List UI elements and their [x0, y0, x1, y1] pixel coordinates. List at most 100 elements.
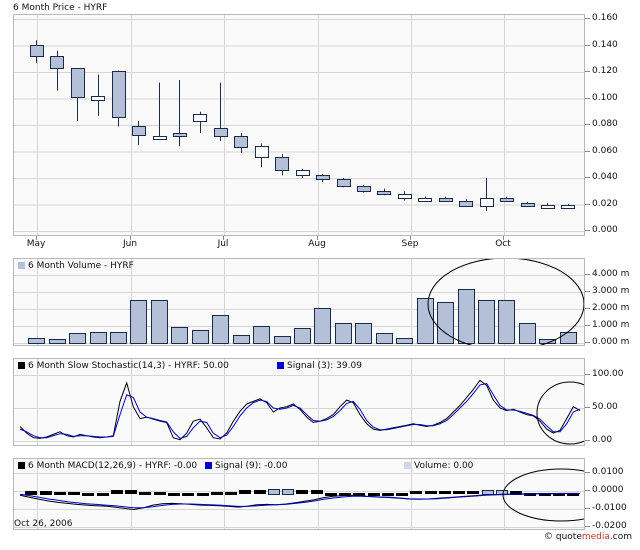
volume-bar[interactable] — [130, 300, 147, 344]
volume-bar[interactable] — [376, 333, 393, 344]
y-tick-mark — [585, 508, 590, 509]
volume-bar[interactable] — [560, 332, 577, 344]
volume-bar[interactable] — [396, 338, 413, 344]
volume-bar[interactable] — [498, 300, 515, 344]
volume-bar[interactable] — [478, 300, 495, 344]
volume-bar[interactable] — [519, 323, 536, 344]
macd-histogram-bar[interactable] — [154, 492, 166, 495]
candlestick[interactable] — [377, 188, 391, 196]
volume-bar[interactable] — [192, 330, 209, 344]
volume-bar[interactable] — [417, 298, 434, 344]
candlestick[interactable] — [316, 174, 330, 182]
macd-histogram-bar[interactable] — [254, 490, 266, 494]
macd-histogram-bar[interactable] — [197, 493, 209, 496]
volume-bar[interactable] — [49, 339, 66, 344]
macd-histogram-bar[interactable] — [482, 490, 494, 495]
macd-histogram-bar[interactable] — [225, 492, 237, 495]
candlestick[interactable] — [521, 201, 535, 207]
candlestick[interactable] — [255, 143, 269, 168]
volume-bar[interactable] — [110, 332, 127, 344]
candlestick[interactable] — [398, 191, 412, 201]
y-tick-mark — [585, 97, 590, 99]
y-tick-mark — [585, 44, 590, 46]
volume-bar[interactable] — [274, 336, 291, 344]
macd-histogram-bar[interactable] — [467, 491, 479, 494]
macd-histogram-bar[interactable] — [268, 489, 280, 495]
volume-swatch-icon — [18, 262, 25, 269]
x-tick-mark — [503, 236, 504, 240]
y-tick-label: 0.140 — [592, 39, 618, 50]
candlestick[interactable] — [71, 68, 85, 122]
stochastic-plot-area[interactable] — [13, 358, 585, 446]
y-tick-label: 0.120 — [592, 66, 618, 76]
macd-histogram-bar[interactable] — [25, 491, 37, 495]
price-plot-area[interactable] — [13, 14, 585, 236]
volume-bar[interactable] — [69, 333, 86, 344]
macd-histogram-bar[interactable] — [239, 490, 251, 494]
volume-bar[interactable] — [437, 302, 454, 344]
volume-bar[interactable] — [355, 323, 372, 344]
candlestick[interactable] — [480, 178, 494, 212]
candlestick[interactable] — [541, 203, 555, 209]
macd-histogram-bar[interactable] — [139, 492, 151, 495]
volume-bar[interactable] — [171, 327, 188, 344]
volume-bar[interactable] — [314, 308, 331, 344]
volume-plot-area[interactable] — [13, 258, 585, 346]
macd-histogram-bar[interactable] — [453, 491, 465, 494]
candlestick[interactable] — [337, 178, 351, 188]
macd-histogram-bar[interactable] — [82, 493, 94, 496]
macd-histogram-bar[interactable] — [425, 491, 437, 494]
volume-bar[interactable] — [335, 323, 352, 344]
candlestick[interactable] — [173, 79, 187, 147]
macd-histogram-bar[interactable] — [296, 490, 308, 494]
candlestick[interactable] — [296, 168, 310, 178]
volume-bar[interactable] — [28, 338, 45, 344]
candlestick[interactable] — [500, 196, 514, 202]
macd-histogram-bar[interactable] — [125, 490, 137, 494]
candlestick[interactable] — [275, 154, 289, 176]
volume-bar[interactable] — [233, 335, 250, 344]
macd-histogram-bar[interactable] — [168, 493, 180, 496]
macd-signal-legend: Signal (9): -0.00 — [205, 461, 287, 471]
macd-histogram-bar[interactable] — [211, 492, 223, 495]
macd-histogram-bar[interactable] — [40, 491, 52, 495]
candlestick[interactable] — [112, 70, 126, 127]
candlestick[interactable] — [214, 82, 228, 141]
candlestick[interactable] — [153, 82, 167, 140]
macd-histogram-bar[interactable] — [311, 490, 323, 494]
candlestick[interactable] — [50, 50, 64, 91]
macd-histogram-bar[interactable] — [382, 493, 394, 496]
macd-histogram-bar[interactable] — [396, 493, 408, 496]
x-axis-month-label: Oct — [495, 239, 511, 249]
volume-bar[interactable] — [90, 332, 107, 344]
volume-bar[interactable] — [294, 328, 311, 344]
candlestick[interactable] — [91, 74, 105, 116]
macd-histogram-bar[interactable] — [111, 490, 123, 494]
y-tick-mark — [585, 526, 590, 527]
macd-histogram-bar[interactable] — [97, 493, 109, 496]
candlestick[interactable] — [132, 121, 146, 145]
y-tick-label: 4.000 m — [592, 269, 630, 279]
candlestick[interactable] — [234, 132, 248, 153]
candlestick[interactable] — [357, 184, 371, 193]
candlestick[interactable] — [561, 203, 575, 209]
macd-plot-area[interactable] — [13, 458, 585, 530]
y-tick-mark — [585, 230, 590, 231]
volume-bar[interactable] — [253, 326, 270, 344]
volume-bar[interactable] — [458, 289, 475, 344]
macd-histogram-bar[interactable] — [325, 493, 337, 496]
macd-histogram-bar[interactable] — [282, 489, 294, 495]
macd-histogram-bar[interactable] — [182, 493, 194, 496]
candlestick[interactable] — [439, 196, 453, 202]
macd-histogram-bar[interactable] — [68, 492, 80, 495]
macd-histogram-bar[interactable] — [54, 492, 66, 495]
macd-histogram-bar[interactable] — [410, 491, 422, 494]
candlestick[interactable] — [193, 111, 207, 133]
volume-bar[interactable] — [212, 315, 229, 344]
candlestick[interactable] — [459, 199, 473, 208]
candlestick[interactable] — [418, 196, 432, 202]
volume-bar[interactable] — [151, 300, 168, 344]
macd-histogram-bar[interactable] — [439, 491, 451, 494]
macd-histogram-bar[interactable] — [368, 493, 380, 496]
candlestick[interactable] — [30, 40, 44, 63]
